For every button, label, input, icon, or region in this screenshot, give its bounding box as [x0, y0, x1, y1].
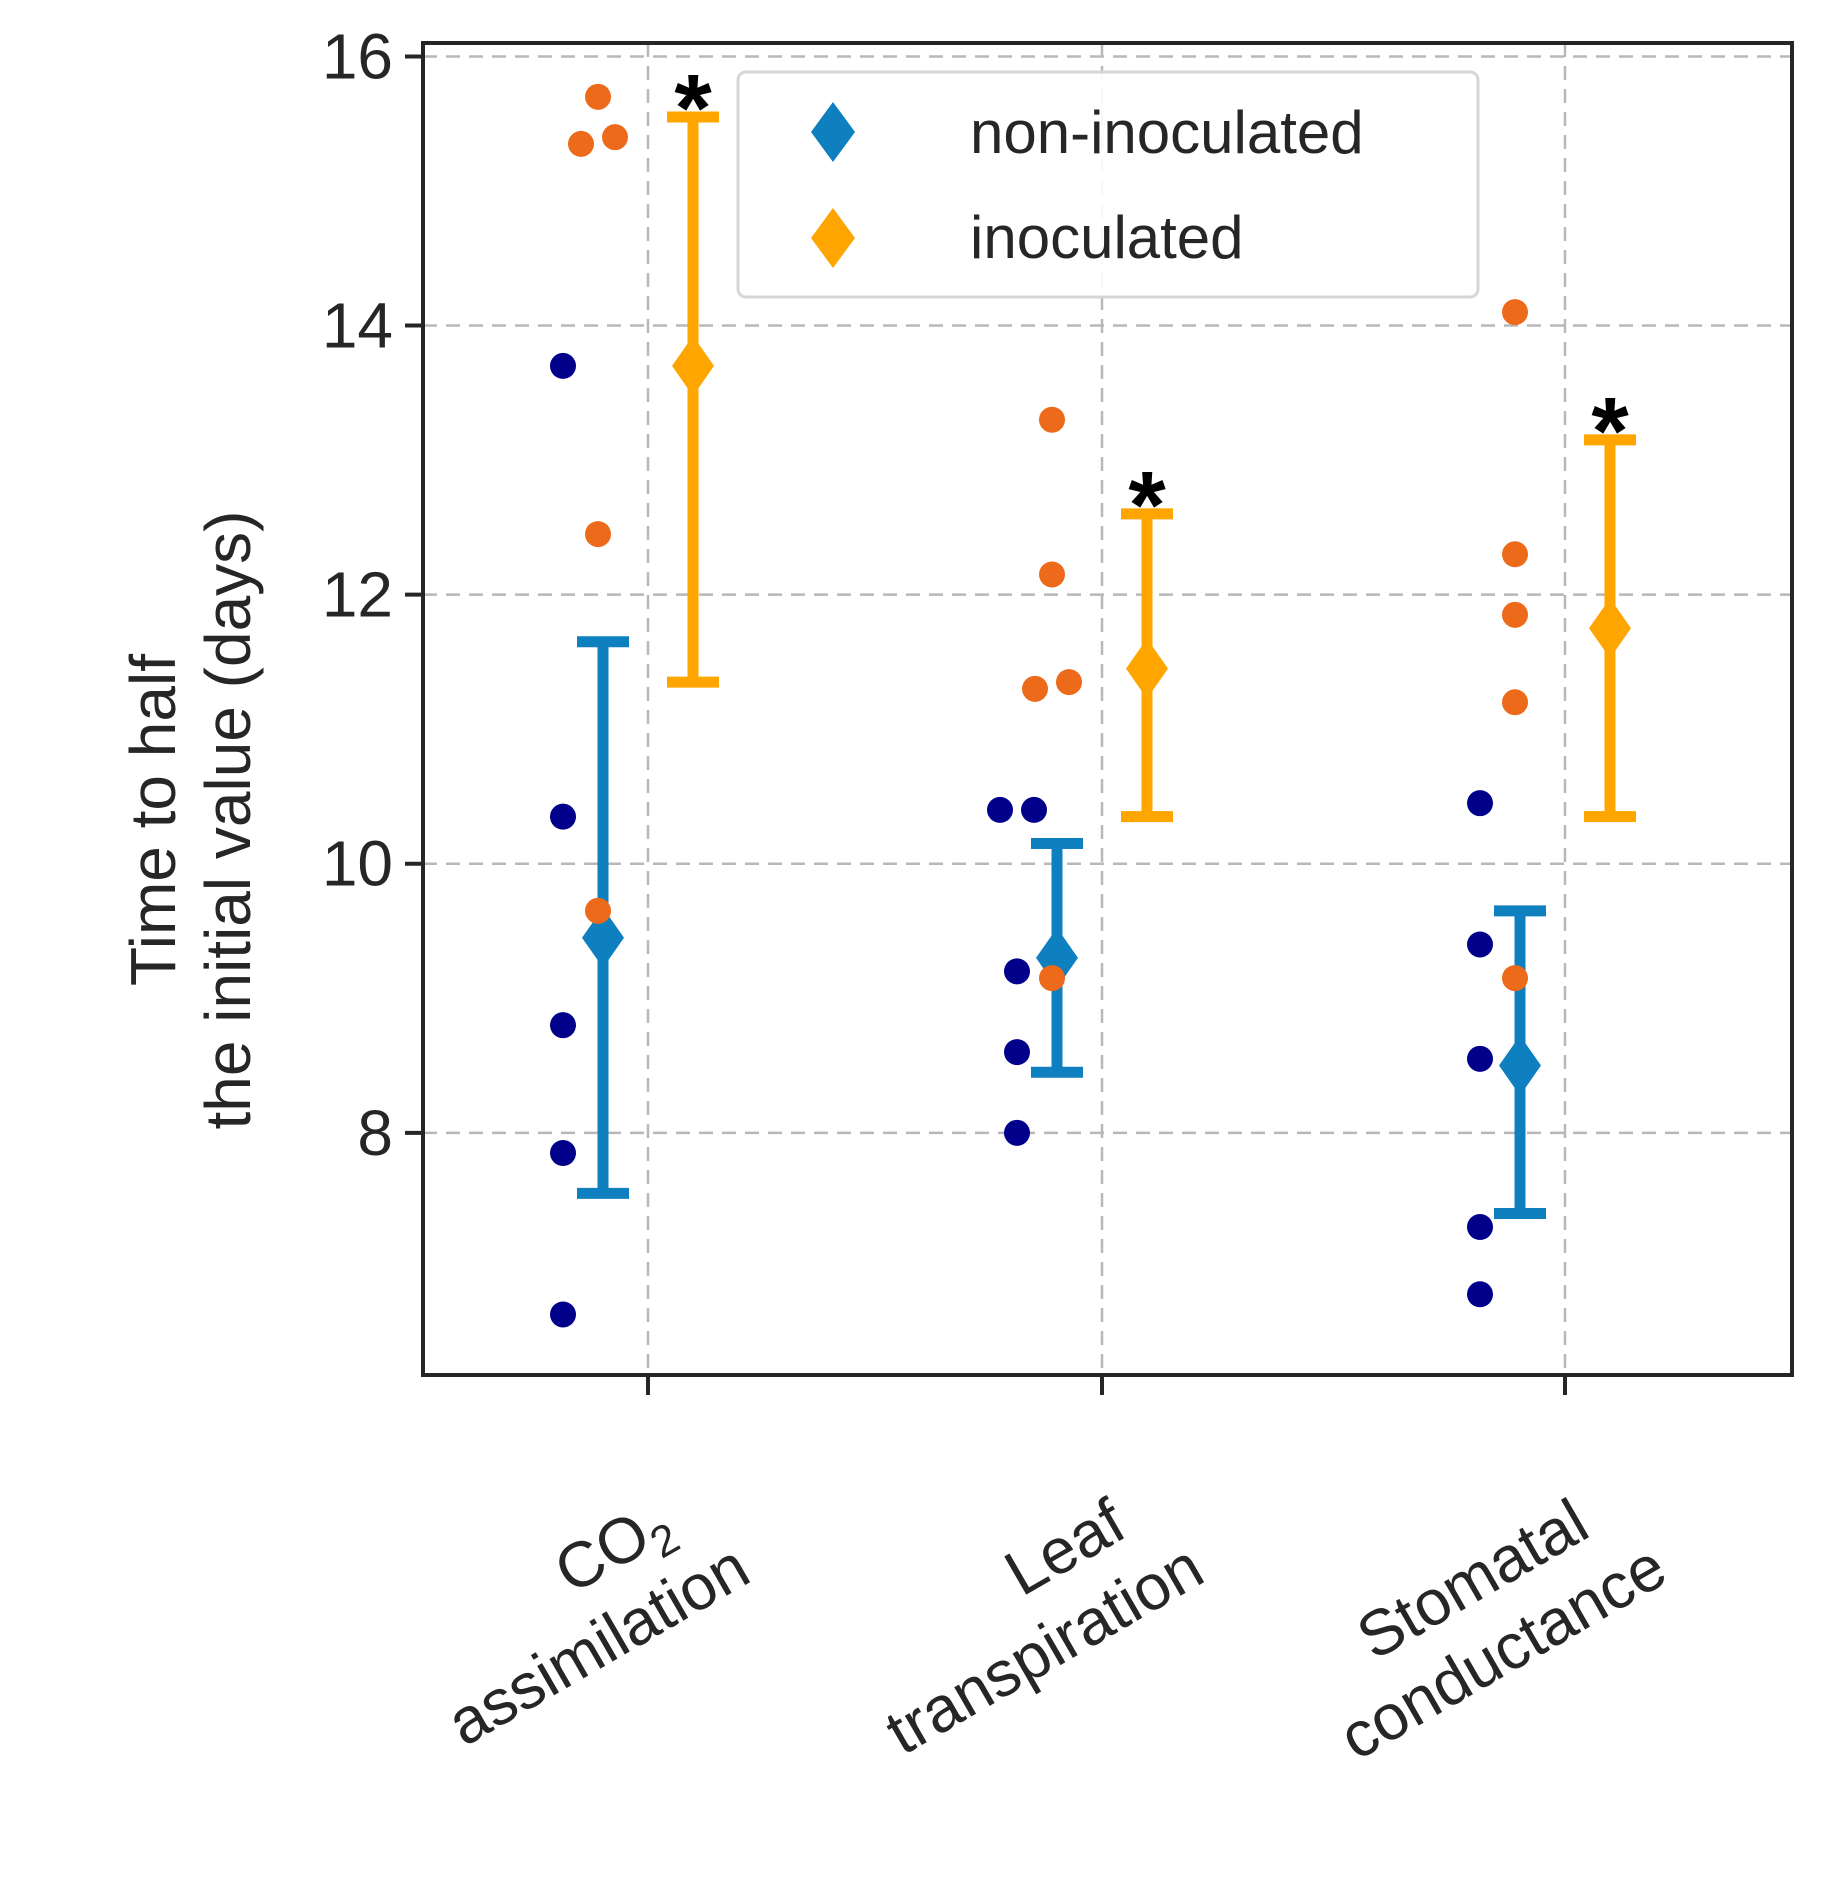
mean-marker-non-inoculated-2	[1499, 1035, 1541, 1096]
y-axis-label-line2: the initial value (days)	[192, 511, 264, 1130]
y-tick-label-8: 8	[357, 1097, 393, 1169]
data-point-non-inoculated-1-2	[1004, 958, 1030, 985]
plot-frame	[421, 41, 1794, 1377]
data-point-inoculated-2-4	[1502, 299, 1528, 326]
data-point-non-inoculated-2-2	[1467, 1045, 1493, 1072]
significance-star-2: *	[1591, 378, 1629, 485]
legend-label-non-inoculated: non-inoculated	[970, 99, 1364, 166]
data-point-non-inoculated-0-2	[550, 1012, 576, 1039]
y-tick-label-10: 10	[322, 828, 393, 900]
data-point-inoculated-2-2	[1502, 601, 1528, 628]
data-point-non-inoculated-2-0	[1467, 1281, 1493, 1308]
data-point-non-inoculated-0-1	[550, 1140, 576, 1166]
series-non-inoculated	[550, 352, 1546, 1328]
data-point-inoculated-0-4	[585, 83, 611, 110]
data-point-inoculated-1-0	[1039, 965, 1065, 992]
mean-marker-inoculated-0	[672, 335, 714, 396]
data-point-non-inoculated-0-0	[550, 1301, 576, 1328]
series-layer: * * *	[550, 55, 1636, 1328]
data-point-non-inoculated-1-3	[987, 796, 1013, 823]
data-point-inoculated-0-3	[602, 124, 628, 151]
legend-box	[736, 70, 1480, 299]
significance-star-0: *	[674, 55, 712, 162]
legend-label-inoculated: inoculated	[970, 204, 1244, 271]
mean-marker-inoculated-1	[1126, 638, 1168, 699]
data-point-inoculated-2-0	[1502, 965, 1528, 992]
grid-lines	[423, 43, 1792, 1375]
data-point-inoculated-1-2	[1056, 669, 1082, 696]
data-point-inoculated-0-1	[585, 521, 611, 548]
series-inoculated: * * *	[568, 55, 1636, 992]
y-axis-label: Time to half the initial value (days)	[117, 511, 264, 1130]
mean-marker-inoculated-2	[1589, 598, 1631, 659]
data-point-inoculated-0-0	[585, 897, 611, 924]
mean-marker-non-inoculated-0	[582, 907, 624, 968]
data-point-non-inoculated-1-0	[1004, 1119, 1030, 1146]
data-point-non-inoculated-2-3	[1467, 931, 1493, 958]
significance-star-1: *	[1128, 452, 1166, 559]
data-point-inoculated-0-2	[568, 130, 594, 157]
data-point-non-inoculated-2-4	[1467, 790, 1493, 817]
legend-marker-non-inoculated	[811, 102, 855, 162]
y-tick-label-12: 12	[322, 559, 393, 631]
data-point-inoculated-2-1	[1502, 689, 1528, 716]
data-point-non-inoculated-0-4	[550, 352, 576, 379]
data-point-inoculated-1-1	[1022, 675, 1048, 702]
data-point-inoculated-1-4	[1039, 406, 1065, 433]
data-point-non-inoculated-2-1	[1467, 1214, 1493, 1240]
legend-marker-inoculated	[811, 208, 855, 268]
data-point-non-inoculated-1-4	[1021, 796, 1047, 823]
data-point-inoculated-2-3	[1502, 541, 1528, 568]
y-tick-label-14: 14	[322, 290, 393, 362]
legend: non-inoculated inoculated	[736, 70, 1480, 299]
data-point-non-inoculated-0-3	[550, 803, 576, 830]
data-point-inoculated-1-3	[1039, 561, 1065, 588]
data-point-non-inoculated-1-1	[1004, 1039, 1030, 1066]
y-tick-label-16: 16	[322, 20, 393, 92]
y-axis-label-line1: Time to half	[117, 654, 189, 986]
